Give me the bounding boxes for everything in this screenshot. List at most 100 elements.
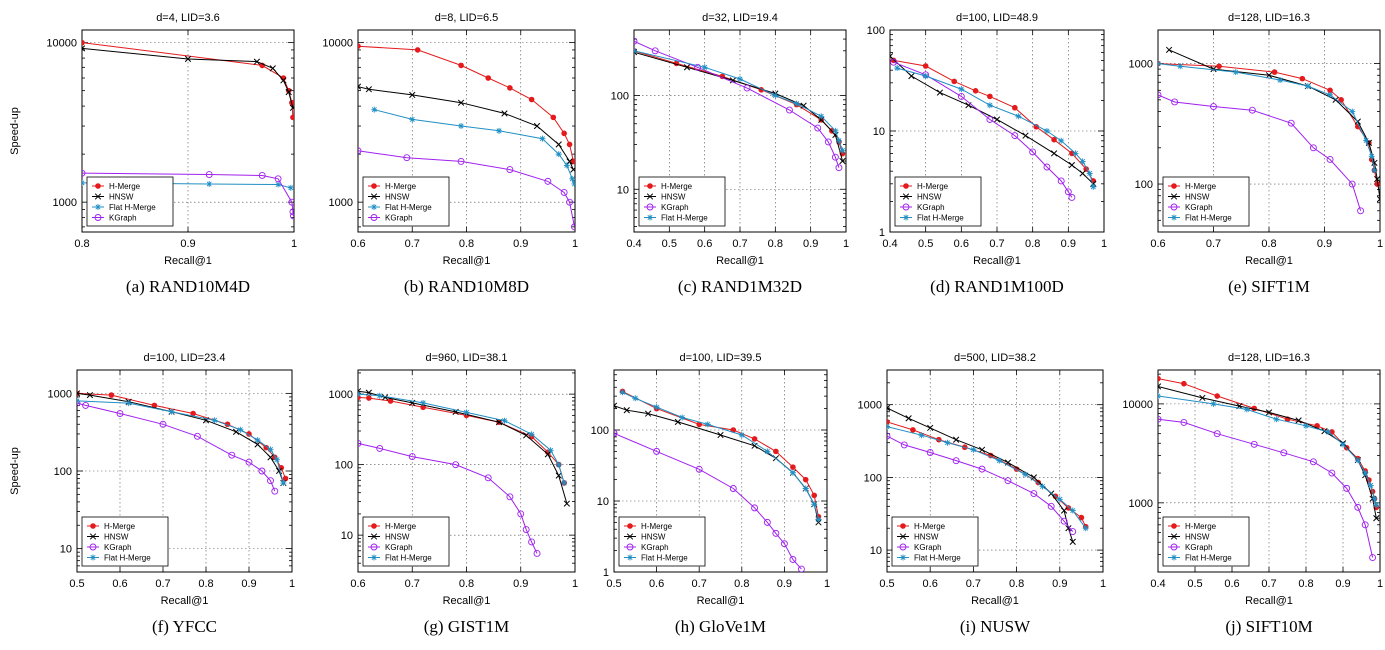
data-point-flat-h-merge — [704, 421, 711, 428]
data-point-h-merge — [1374, 181, 1380, 187]
data-point-kgraph — [814, 124, 822, 132]
data-point-kgraph — [1210, 103, 1217, 110]
data-point-flat-h-merge — [1177, 63, 1184, 70]
data-point-flat-h-merge — [1056, 496, 1063, 503]
x-tick-label: 0.9 — [1061, 238, 1076, 250]
data-point-h-merge — [387, 398, 394, 404]
x-tick-label: 1 — [1377, 238, 1383, 250]
x-tick-label: 0.5 — [1187, 578, 1202, 590]
x-tick-label: 0.7 — [1206, 238, 1221, 250]
data-point-kgraph — [358, 147, 362, 155]
data-point-kgraph — [484, 474, 492, 482]
data-point-kgraph — [1309, 144, 1317, 152]
legend-label-flat-h-merge: Flat H-Merge — [1185, 214, 1232, 223]
data-point-kgraph — [952, 457, 960, 465]
data-point-hnsw — [936, 89, 944, 96]
data-point-flat-h-merge — [922, 73, 929, 80]
data-point-flat-h-merge — [764, 448, 771, 455]
data-point-kgraph — [1060, 517, 1068, 525]
data-point-flat-h-merge — [287, 184, 294, 191]
data-point-h-merge — [1033, 124, 1040, 130]
x-tick-label: 0.9 — [513, 578, 528, 590]
data-point-hnsw — [285, 88, 292, 96]
data-point-h-merge — [751, 436, 758, 442]
data-point-flat-h-merge — [561, 479, 568, 486]
x-tick-label: 0.7 — [405, 238, 420, 250]
legend-marker-h-merge — [90, 523, 96, 529]
chart-panel-j-sift10m: 0.4 0.5 0.6 0.7 0.8 0.9 1 1000 10000 d=128, LID=1… — [1122, 352, 1383, 636]
data-point-kgraph — [1158, 91, 1162, 99]
y-tick-label: 100 — [54, 466, 72, 478]
data-point-kgraph — [890, 58, 898, 66]
y-tick-label: 10 — [617, 184, 629, 196]
x-tick-label: 0.9 — [1335, 578, 1350, 590]
x-tick-label: 0.4 — [626, 238, 641, 250]
data-point-flat-h-merge — [569, 175, 575, 182]
legend-marker-hnsw — [370, 533, 378, 540]
data-point-flat-h-merge — [547, 447, 554, 454]
series-line-hnsw — [614, 405, 819, 523]
data-point-kgraph — [82, 169, 86, 177]
legend-marker-kgraph — [1170, 203, 1178, 211]
data-point-hnsw — [887, 404, 891, 412]
legend-label-kgraph: KGraph — [104, 543, 132, 552]
data-point-h-merge — [507, 85, 513, 91]
x-tick-label: 0.6 — [954, 238, 969, 250]
series-line-hnsw — [77, 392, 284, 484]
legend-marker-kgraph — [94, 214, 102, 221]
data-point-h-merge — [82, 39, 85, 46]
data-point-kgraph — [797, 565, 805, 572]
series-group — [614, 388, 822, 572]
data-point-h-merge — [566, 141, 573, 148]
series-line-h-merge — [893, 59, 1094, 182]
legend-marker-h-merge — [1171, 183, 1177, 189]
y-tick-label: 100 — [867, 25, 885, 37]
series-line-flat-h-merge — [896, 67, 1094, 187]
legend-label-hnsw: HNSW — [1185, 193, 1210, 202]
data-point-flat-h-merge — [1367, 482, 1374, 489]
chart-panel-c-rand1m32d: 0.4 0.5 0.6 0.7 0.8 0.9 1 10 100 d=32, LID=19.4 Re… — [611, 12, 849, 296]
data-point-hnsw — [1295, 417, 1302, 424]
data-point-kgraph — [1171, 98, 1179, 106]
chart-title: d=960, LID=38.1 — [426, 352, 508, 364]
legend-marker-flat-h-merge — [903, 214, 909, 221]
series-line-kgraph — [82, 172, 294, 216]
x-tick-label: 0.5 — [69, 578, 84, 590]
x-tick-label: 0.8 — [1009, 578, 1024, 590]
chart-panel-i-nusw: 0.5 0.6 0.7 0.8 0.9 1 10 100 1000 d=500, LID=38.2… — [858, 352, 1107, 636]
series-line-hnsw — [1168, 49, 1380, 200]
data-point-h-merge — [951, 78, 957, 85]
data-point-hnsw — [358, 388, 362, 395]
data-point-kgraph — [452, 461, 460, 469]
data-point-flat-h-merge — [1340, 441, 1346, 448]
series-group — [634, 37, 846, 172]
chart-title: d=100, LID=23.4 — [144, 352, 226, 364]
chart-panel-e-sift1m: 0.6 0.7 0.8 0.9 1 100 1000 d=128, LID=16.3 Recal… — [1129, 12, 1384, 296]
series-line-kgraph — [614, 432, 802, 570]
data-point-hnsw — [993, 116, 1001, 123]
data-point-flat-h-merge — [1349, 108, 1356, 115]
data-point-kgraph — [245, 458, 253, 466]
data-point-kgraph — [1354, 503, 1362, 511]
y-tick-label: 10 — [60, 544, 72, 556]
subfigure-caption: (e) SIFT1M — [1228, 277, 1310, 296]
chart-title: d=500, LID=38.2 — [954, 352, 1036, 364]
data-point-hnsw — [358, 83, 362, 90]
data-point-hnsw — [457, 99, 465, 106]
data-point-flat-h-merge — [1082, 525, 1089, 532]
chart-panel-f-yfcc: 0.5 0.6 0.7 0.8 0.9 1 10 100 1000 d=100, LID=23.4… — [9, 352, 295, 636]
data-point-flat-h-merge — [77, 397, 80, 404]
x-tick-label: 0.9 — [1317, 238, 1332, 250]
data-point-hnsw — [1265, 72, 1273, 79]
legend-label-h-merge: H-Merge — [1185, 522, 1217, 531]
legend-marker-h-merge — [627, 523, 633, 529]
data-point-h-merge — [1158, 375, 1161, 382]
data-point-kgraph — [831, 153, 839, 161]
data-point-flat-h-merge — [653, 404, 660, 411]
data-point-flat-h-merge — [1043, 128, 1050, 134]
subfigure-caption: (b) RAND10M8D — [404, 277, 529, 296]
legend-marker-flat-h-merge — [900, 554, 906, 561]
data-point-h-merge — [550, 114, 557, 121]
data-point-h-merge — [987, 93, 993, 100]
